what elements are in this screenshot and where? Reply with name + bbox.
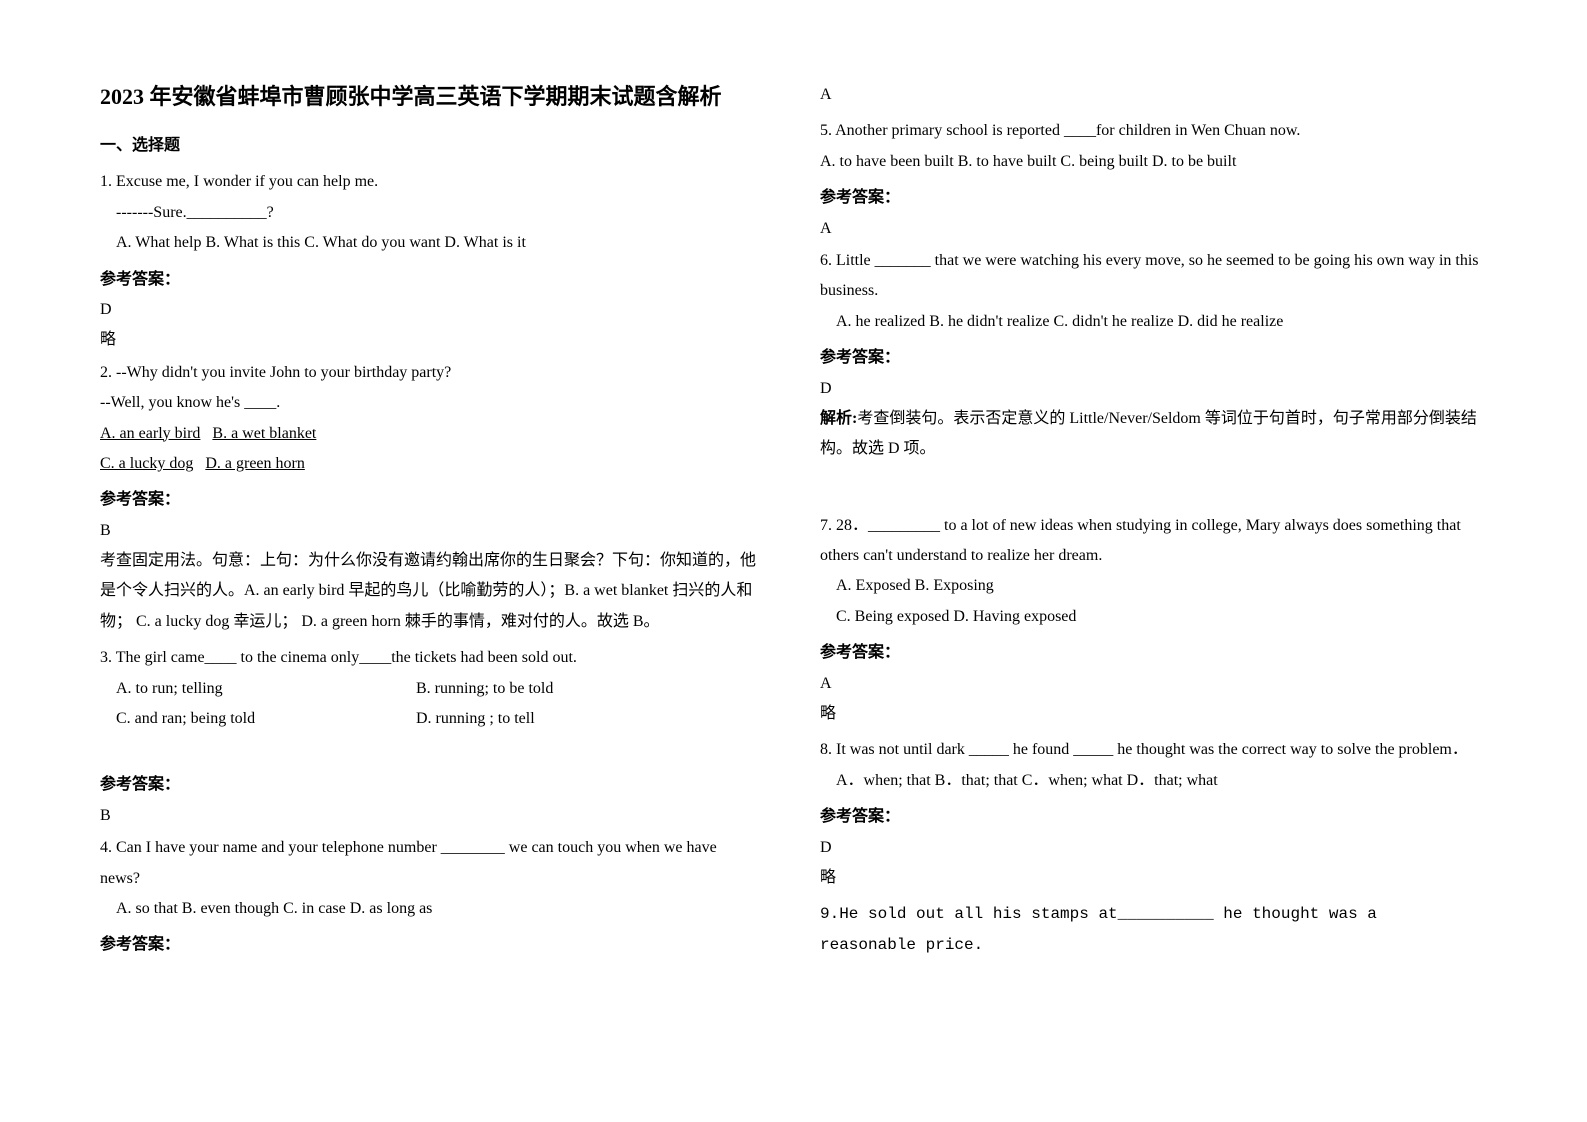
question-2: 2. --Why didn't you invite John to your … [100,358,760,480]
q6-stem: 6. Little _______ that we were watching … [820,246,1480,307]
q7-options-row1: A. Exposed B. Exposing [820,571,1480,601]
question-9: 9.He sold out all his stamps at_________… [820,899,1480,960]
question-3: 3. The girl came____ to the cinema only_… [100,643,760,734]
question-5: 5. Another primary school is reported __… [820,116,1480,177]
q2-optA: A. an early bird [100,425,200,442]
q7-options-row2: C. Being exposed D. Having exposed [820,602,1480,632]
answer-label: 参考答案： [820,802,1480,832]
answer-label: 参考答案： [100,770,760,800]
answer-label: 参考答案： [820,183,1480,213]
q5-answer: A [820,214,1480,244]
q1-stem: 1. Excuse me, I wonder if you can help m… [100,167,760,197]
q2-answer: B [100,516,760,546]
answer-label: 参考答案： [100,265,760,295]
q4-stem: 4. Can I have your name and your telepho… [100,833,760,894]
q3-options-row2: C. and ran; being told D. running ; to t… [100,704,760,734]
question-4: 4. Can I have your name and your telepho… [100,833,760,924]
q3-options-row1: A. to run; telling B. running; to be tol… [100,674,760,704]
q2-optB: B. a wet blanket [212,425,316,442]
left-column: 2023 年安徽省蚌埠市曹顾张中学高三英语下学期期末试题含解析 一、选择题 1.… [100,80,760,966]
q2-stem1: 2. --Why didn't you invite John to your … [100,358,760,388]
q1-dialogue: -------Sure.__________? [100,198,760,228]
q2-optC: C. a lucky dog [100,455,193,472]
q5-stem: 5. Another primary school is reported __… [820,116,1480,146]
answer-label: 参考答案： [100,485,760,515]
answer-label: 参考答案： [820,343,1480,373]
q2-optD: D. a green horn [205,455,305,472]
q8-stem: 8. It was not until dark _____ he found … [820,735,1480,765]
q7-answer: A [820,669,1480,699]
q1-answer: D [100,295,760,325]
document-title: 2023 年安徽省蚌埠市曹顾张中学高三英语下学期期末试题含解析 [100,80,760,113]
question-7: 7. 28．_________ to a lot of new ideas wh… [820,511,1480,633]
q9-stem: 9.He sold out all his stamps at_________… [820,899,1480,960]
section-heading: 一、选择题 [100,131,760,161]
q6-explain: 解析:考查倒装句。表示否定意义的 Little/Never/Seldom 等词位… [820,404,1480,465]
q2-options-row1: A. an early bird B. a wet blanket [100,419,760,449]
question-6: 6. Little _______ that we were watching … [820,246,1480,337]
q3-optD: D. running ; to tell [416,704,535,734]
q2-stem2: --Well, you know he's ____. [100,388,760,418]
q3-optB: B. running; to be told [416,674,553,704]
page-container: 2023 年安徽省蚌埠市曹顾张中学高三英语下学期期末试题含解析 一、选择题 1.… [0,0,1587,1006]
q4-options: A. so that B. even though C. in case D. … [100,894,760,924]
q3-optC: C. and ran; being told [116,704,416,734]
q3-answer: B [100,801,760,831]
q6-explain-text: 考查倒装句。表示否定意义的 Little/Never/Seldom 等词位于句首… [820,410,1477,457]
q8-options: A．when; that B．that; that C．when; what D… [820,766,1480,796]
q4-answer: A [820,80,1480,110]
answer-label: 参考答案： [820,638,1480,668]
q8-omit: 略 [820,863,1480,893]
right-column: A 5. Another primary school is reported … [820,80,1480,966]
q7-stem: 7. 28．_________ to a lot of new ideas wh… [820,511,1480,572]
spacer [820,465,1480,505]
spacer [100,740,760,770]
question-1: 1. Excuse me, I wonder if you can help m… [100,167,760,258]
q3-stem: 3. The girl came____ to the cinema only_… [100,643,760,673]
q2-explain: 考查固定用法。句意：上句：为什么你没有邀请约翰出席你的生日聚会？下句：你知道的，… [100,546,760,637]
q3-optA: A. to run; telling [116,674,416,704]
q1-omit: 略 [100,325,760,355]
question-8: 8. It was not until dark _____ he found … [820,735,1480,796]
q6-options: A. he realized B. he didn't realize C. d… [820,307,1480,337]
answer-label: 参考答案： [100,930,760,960]
q8-answer: D [820,833,1480,863]
q6-answer: D [820,374,1480,404]
q2-options-row2: C. a lucky dog D. a green horn [100,449,760,479]
q5-options: A. to have been built B. to have built C… [820,147,1480,177]
q7-omit: 略 [820,699,1480,729]
q1-options: A. What help B. What is this C. What do … [100,228,760,258]
